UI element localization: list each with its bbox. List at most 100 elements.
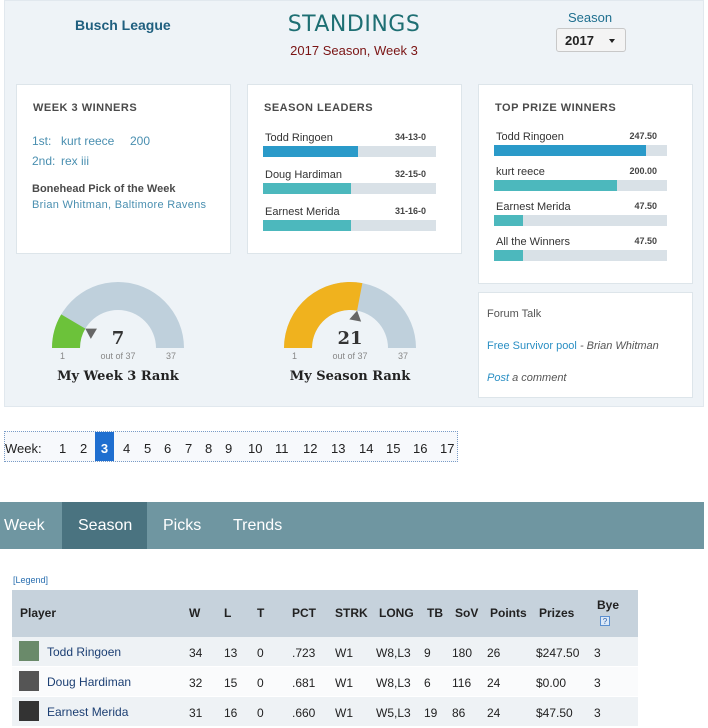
forum-post: Free Survivor pool - Brian Whitman	[487, 340, 659, 352]
winner-name[interactable]: rex iii	[61, 154, 90, 168]
gauge-out-of: out of 37	[332, 351, 368, 361]
week-15-link[interactable]: 15	[386, 441, 401, 456]
player-name-link[interactable]: Todd Ringoen	[47, 645, 122, 659]
winner-name[interactable]: kurt reece	[61, 134, 115, 148]
week-14-link[interactable]: 14	[359, 441, 374, 456]
help-icon[interactable]: ?	[600, 616, 610, 626]
table-cell: 86	[452, 706, 466, 720]
leader-value: 31-16-0	[394, 206, 426, 216]
week-12-link[interactable]: 12	[303, 441, 318, 456]
gauge-out-of: out of 37	[100, 351, 136, 361]
table-cell: W8,L3	[376, 646, 411, 660]
gauge-value: 7	[111, 328, 125, 349]
avatar	[19, 641, 39, 661]
post-comment-link[interactable]: Post	[487, 372, 510, 384]
gauge-value: 21	[337, 328, 363, 349]
winner-row-2: 2nd: rex iii	[32, 154, 89, 168]
forum-post-link[interactable]: Free Survivor pool	[487, 340, 577, 352]
season-select[interactable]: 2017	[556, 28, 626, 52]
top-prize-card: TOP PRIZE WINNERS Todd Ringoen 247.50 kurt…	[478, 84, 693, 284]
tab-trends[interactable]: Trends	[233, 517, 283, 534]
prize-name[interactable]: All the Winners	[496, 236, 570, 248]
week-9-link[interactable]: 9	[225, 441, 233, 456]
legend-link[interactable]: [Legend]	[13, 575, 49, 585]
week-5-link[interactable]: 5	[144, 441, 152, 456]
table-cell: 16	[224, 706, 238, 720]
week-selector: Week: 1 2 3 4 5 6 7 8 9 10 11 12 13 14 15 16 17	[4, 431, 458, 462]
prize-value: 47.50	[634, 201, 657, 211]
table-cell: $247.50	[536, 646, 580, 660]
table-cell: .723	[292, 646, 316, 660]
week-13-link[interactable]: 13	[331, 441, 346, 456]
week-16-link[interactable]: 16	[413, 441, 428, 456]
table-cell: 31	[189, 706, 203, 720]
column-header: Prizes	[539, 606, 575, 620]
table-cell: $0.00	[536, 676, 567, 690]
post-comment-text: a comment	[512, 372, 567, 384]
season-leaders-card: SEASON LEADERS Todd Ringoen 34-13-0 Doug H…	[247, 84, 462, 254]
week-winners-title: WEEK 3 WINNERS	[33, 102, 138, 114]
prize-name[interactable]: Earnest Merida	[496, 201, 571, 213]
league-name[interactable]: Busch League	[75, 17, 171, 33]
table-cell: 32	[189, 676, 203, 690]
table-cell: 26	[487, 646, 501, 660]
column-header: PCT	[292, 606, 316, 620]
column-header: Bye	[597, 598, 620, 612]
table-cell: 9	[424, 646, 431, 660]
week-17-link[interactable]: 17	[440, 441, 455, 456]
week-6-link[interactable]: 6	[164, 441, 172, 456]
gauge-title: My Season Rank	[289, 369, 411, 384]
forum-card: Forum Talk Free Survivor pool - Brian Wh…	[478, 292, 693, 398]
week-2-link[interactable]: 2	[80, 441, 88, 456]
table-cell: W1	[335, 706, 353, 720]
prize-name[interactable]: Todd Ringoen	[496, 131, 564, 143]
week-7-link[interactable]: 7	[185, 441, 193, 456]
season-select-value: 2017	[565, 33, 594, 48]
gauge-max: 37	[398, 351, 409, 361]
table-cell: .660	[292, 706, 316, 720]
gauge-fill	[284, 282, 363, 348]
leader-name[interactable]: Todd Ringoen	[265, 132, 333, 144]
column-header: Points	[490, 606, 527, 620]
column-header[interactable]: Player	[20, 606, 57, 620]
week-11-link[interactable]: 11	[275, 441, 289, 456]
standings-table: Player W L T PCT STRK LONG TB SoV Points Prizes Bye…	[12, 590, 638, 728]
gauge-track	[52, 282, 184, 348]
leader-name[interactable]: Earnest Merida	[265, 206, 340, 218]
table-cell: W1	[335, 676, 353, 690]
gauge-title: My Week 3 Rank	[57, 369, 179, 384]
table-cell: 0	[257, 676, 264, 690]
tab-season[interactable]: Season	[62, 502, 147, 549]
table-cell: 3	[594, 646, 601, 660]
tab-picks[interactable]: Picks	[163, 517, 202, 534]
bonehead-pick: Brian Whitman, Baltimore Ravens	[32, 199, 207, 211]
week-8-link[interactable]: 8	[205, 441, 213, 456]
week-1-link[interactable]: 1	[59, 441, 67, 456]
rank-gauge: 21 1 37 out of 37 My Season Rank	[282, 280, 418, 390]
season-label: Season	[568, 10, 613, 25]
prize-bar-track	[494, 180, 667, 191]
leader-name[interactable]: Doug Hardiman	[265, 169, 343, 181]
prize-name[interactable]: kurt reece	[496, 166, 545, 178]
tab-week[interactable]: Week	[4, 517, 45, 534]
winner-place: 1st:	[32, 134, 52, 148]
winner-score: 200	[130, 134, 151, 148]
table-cell: 0	[257, 706, 264, 720]
leader-bar-track	[263, 183, 436, 194]
prize-bar-fill	[494, 145, 647, 156]
player-name-link[interactable]: Earnest Merida	[47, 705, 129, 719]
table-row: Doug Hardiman 32 15 0 .681 W1 W8,L3 6 116 24 $0.00…	[12, 667, 638, 696]
table-cell: 6	[424, 676, 431, 690]
prize-bar-track	[494, 215, 667, 226]
gauge-max: 37	[166, 351, 177, 361]
forum-post-author: - Brian Whitman	[579, 340, 659, 352]
gauge-min: 1	[292, 351, 298, 361]
week-3-link[interactable]: 3	[95, 432, 114, 461]
column-header: STRK	[335, 606, 368, 620]
week-4-link[interactable]: 4	[123, 441, 131, 456]
winner-row-1: 1st: kurt reece 200	[32, 134, 150, 148]
week-10-link[interactable]: 10	[248, 441, 263, 456]
column-header: SoV	[455, 606, 479, 620]
player-name-link[interactable]: Doug Hardiman	[47, 675, 132, 689]
table-cell: W8,L3	[376, 676, 411, 690]
